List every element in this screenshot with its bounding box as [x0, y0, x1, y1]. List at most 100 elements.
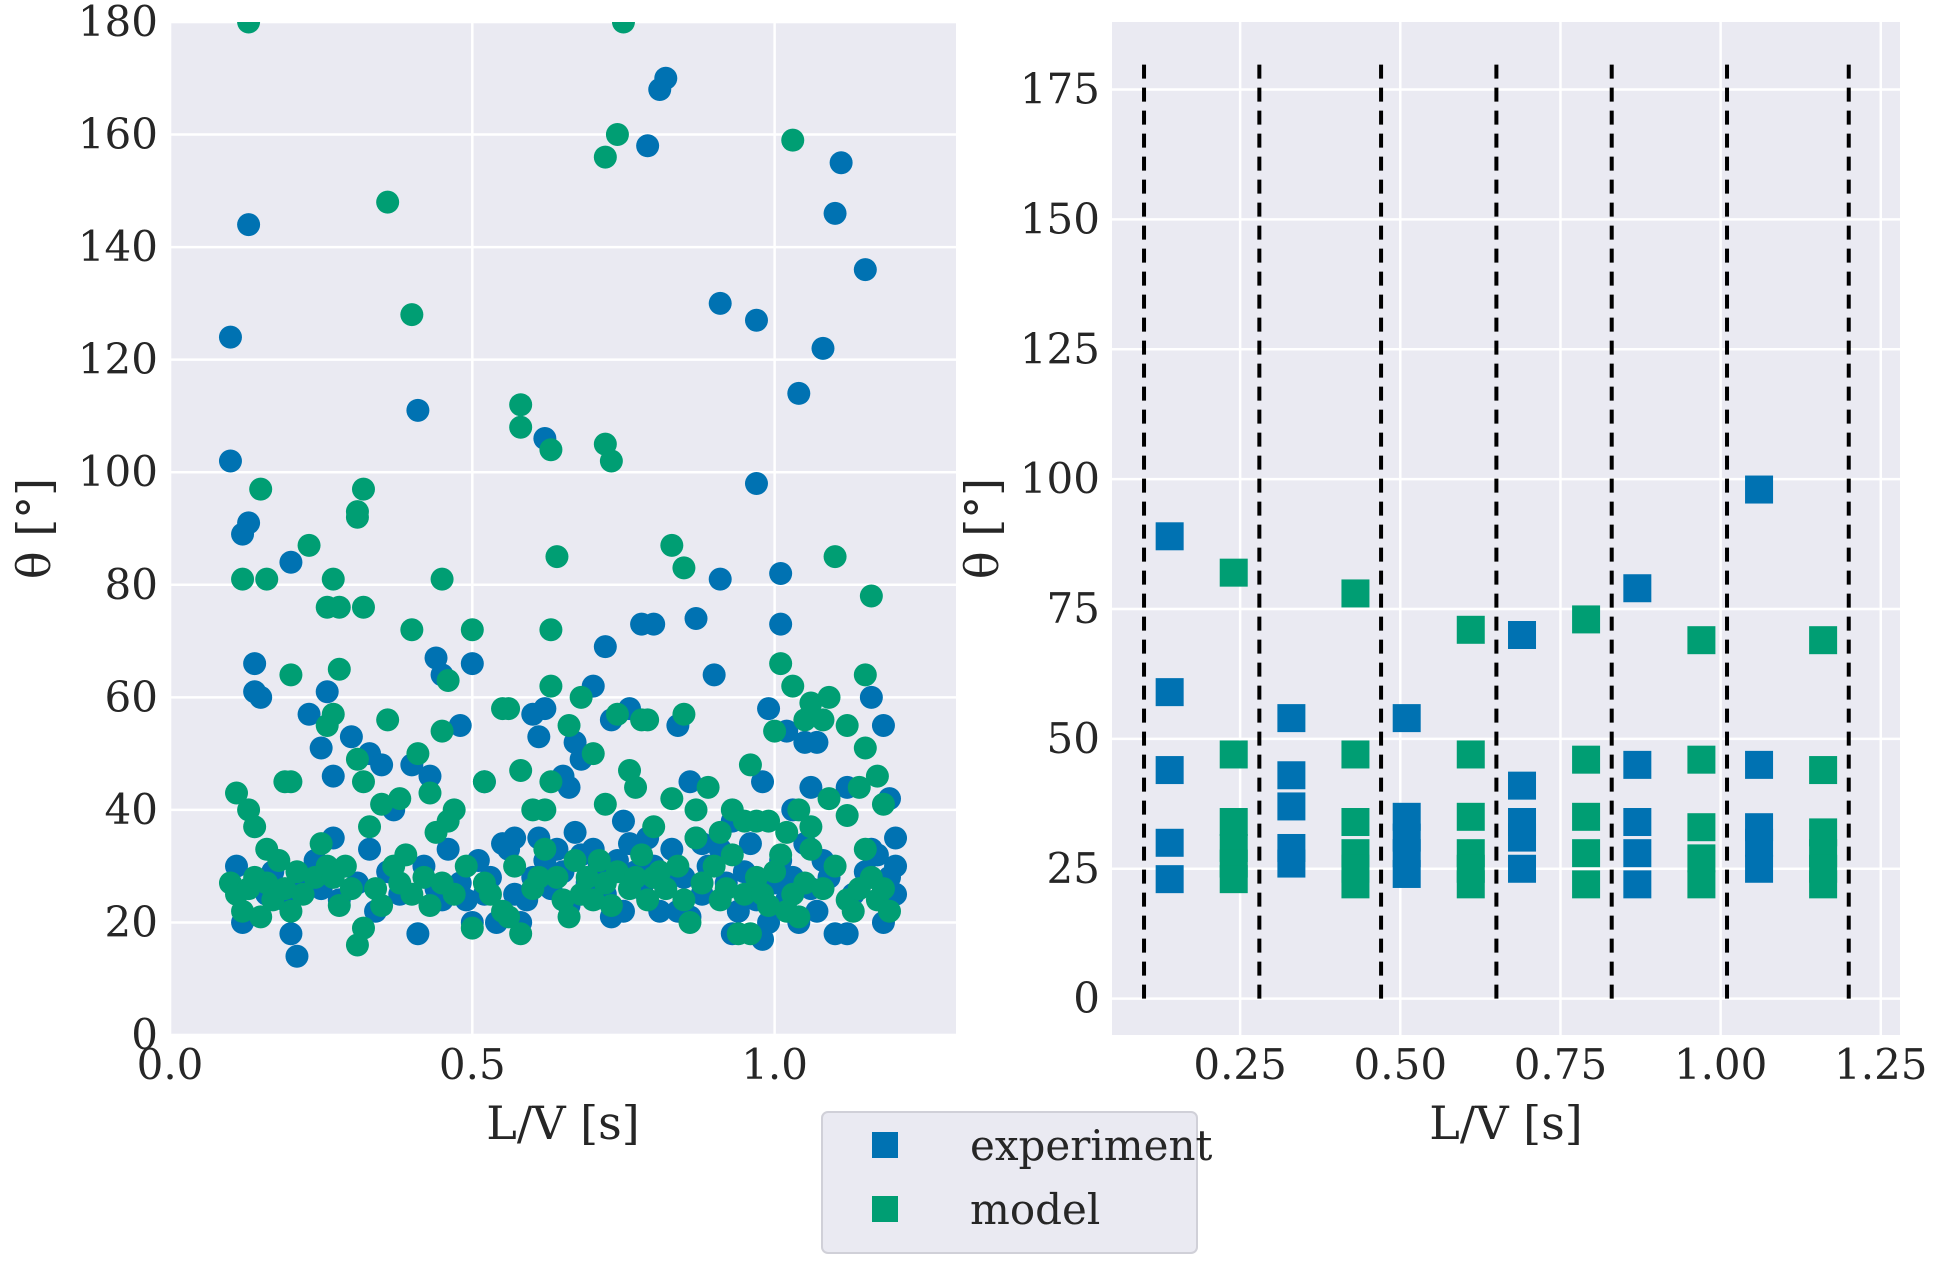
- point-model: [684, 798, 708, 822]
- point-model: [358, 815, 382, 839]
- point-model: [231, 899, 255, 923]
- point-model: [442, 882, 466, 906]
- y-tick-label: 120: [78, 335, 158, 384]
- y-tick-label: 50: [1047, 714, 1100, 763]
- point-model: [636, 708, 660, 732]
- point-experiment: [708, 567, 732, 591]
- point-experiment: [297, 702, 321, 726]
- point-experiment: [448, 713, 472, 737]
- point-model: [539, 674, 563, 698]
- point-experiment: [418, 764, 442, 788]
- point-experiment: [1155, 678, 1184, 707]
- y-tick-label: 20: [105, 897, 158, 946]
- point-model: [569, 685, 593, 709]
- point-model: [684, 826, 708, 850]
- point-model: [823, 545, 847, 569]
- y-tick-label: 160: [78, 110, 158, 159]
- y-tick-label: 100: [78, 447, 158, 496]
- point-model: [327, 657, 351, 681]
- y-axis-label: θ [°]: [955, 478, 1009, 579]
- point-experiment: [309, 736, 333, 760]
- point-model: [599, 449, 623, 473]
- point-experiment: [1155, 522, 1184, 551]
- point-experiment: [611, 809, 635, 833]
- point-model: [1809, 626, 1838, 655]
- point-experiment: [279, 550, 303, 574]
- point-experiment: [1277, 849, 1306, 878]
- point-model: [418, 781, 442, 805]
- point-model: [714, 877, 738, 901]
- point-model: [738, 922, 762, 946]
- point-experiment: [805, 730, 829, 754]
- point-model: [370, 894, 394, 918]
- point-model: [237, 22, 261, 34]
- point-model: [1341, 740, 1370, 769]
- point-model: [460, 916, 484, 940]
- point-experiment: [738, 832, 762, 856]
- point-model: [587, 849, 611, 873]
- point-model: [279, 899, 303, 923]
- point-model: [406, 742, 430, 766]
- y-tick-label: 75: [1047, 584, 1100, 633]
- point-model: [720, 843, 744, 867]
- point-model: [799, 815, 823, 839]
- y-tick-label: 140: [78, 222, 158, 271]
- point-model: [231, 567, 255, 591]
- point-experiment: [315, 680, 339, 704]
- point-model: [509, 393, 533, 417]
- point-model: [690, 871, 714, 895]
- point-model: [279, 663, 303, 687]
- point-experiment: [769, 562, 793, 586]
- point-model: [871, 877, 895, 901]
- point-model: [611, 22, 635, 34]
- x-axis-label: L/V [s]: [1429, 1096, 1582, 1150]
- point-model: [853, 837, 877, 861]
- point-model: [557, 905, 581, 929]
- point-model: [605, 123, 629, 147]
- point-model: [865, 764, 889, 788]
- point-model: [557, 713, 581, 737]
- point-experiment: [654, 66, 678, 90]
- point-model: [817, 787, 841, 811]
- point-model: [497, 905, 521, 929]
- point-experiment: [1392, 859, 1421, 888]
- point-model: [599, 894, 623, 918]
- point-experiment: [1277, 792, 1306, 821]
- point-experiment: [1623, 750, 1652, 779]
- point-model: [351, 595, 375, 619]
- point-model: [539, 618, 563, 642]
- legend-swatch-experiment: [872, 1132, 898, 1158]
- y-tick-label: 125: [1020, 324, 1100, 373]
- point-model: [412, 865, 436, 889]
- point-model: [781, 674, 805, 698]
- point-model: [249, 477, 273, 501]
- y-tick-label: 0: [131, 1010, 158, 1059]
- point-experiment: [533, 697, 557, 721]
- point-model: [732, 882, 756, 906]
- point-model: [799, 837, 823, 861]
- point-model: [1219, 558, 1248, 587]
- point-model: [1687, 870, 1716, 899]
- point-experiment: [684, 607, 708, 631]
- point-experiment: [884, 826, 908, 850]
- point-model: [309, 832, 333, 856]
- point-model: [1687, 813, 1716, 842]
- point-model: [400, 882, 424, 906]
- point-experiment: [678, 770, 702, 794]
- point-experiment: [557, 775, 581, 799]
- point-model: [853, 736, 877, 760]
- x-tick-label: 1.00: [1674, 1040, 1768, 1089]
- x-tick-label: 1.0: [741, 1040, 808, 1089]
- point-model: [817, 685, 841, 709]
- point-model: [1341, 579, 1370, 608]
- point-experiment: [370, 753, 394, 777]
- point-model: [418, 894, 442, 918]
- point-experiment: [218, 449, 242, 473]
- point-experiment: [811, 336, 835, 360]
- point-experiment: [708, 291, 732, 315]
- x-tick-label: 0.0: [137, 1040, 204, 1089]
- point-model: [769, 652, 793, 676]
- point-model: [593, 145, 617, 169]
- point-experiment: [460, 652, 484, 676]
